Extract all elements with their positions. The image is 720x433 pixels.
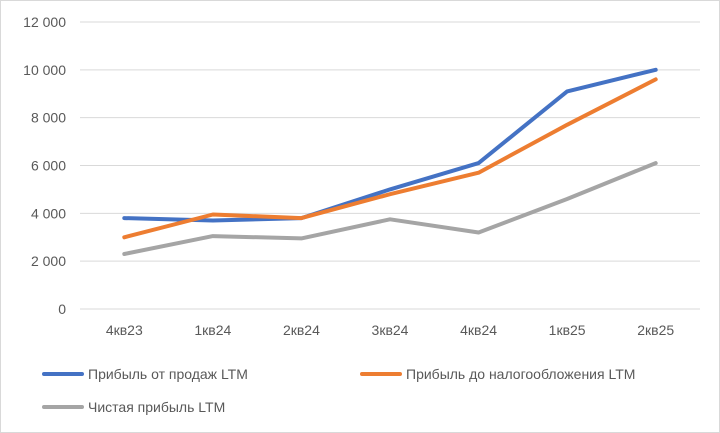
x-tick-label: 1кв25 [549, 322, 586, 338]
y-tick-label: 12 000 [23, 14, 66, 30]
legend-item-2: Прибыль до налогообложения LTM [360, 366, 635, 382]
x-tick-label: 2кв25 [637, 322, 674, 338]
x-tick-label: 2кв24 [283, 322, 320, 338]
legend: Прибыль от продаж LTM Прибыль до налогооб… [42, 366, 635, 415]
series-line-3 [122, 161, 658, 256]
series-line-1 [122, 67, 658, 223]
x-tick-label: 1кв24 [194, 322, 231, 338]
y-tick-label: 2 000 [31, 253, 66, 269]
y-tick-label: 10 000 [23, 62, 66, 78]
y-tick-label: 8 000 [31, 110, 66, 126]
x-tick-label: 3кв24 [372, 322, 409, 338]
legend-label: Прибыль до налогообложения LTM [406, 366, 635, 382]
legend-label: Чистая прибыль LTM [88, 399, 225, 415]
legend-item-3: Чистая прибыль LTM [42, 399, 225, 415]
legend-item-1: Прибыль от продаж LTM [42, 366, 248, 382]
y-tick-label: 4 000 [31, 205, 66, 221]
series-lines [122, 67, 658, 256]
y-axis-ticks: 0 2 000 4 000 6 000 8 000 10 000 12 000 [23, 14, 66, 317]
y-tick-label: 0 [58, 301, 66, 317]
gridlines [80, 21, 700, 310]
legend-label: Прибыль от продаж LTM [88, 366, 248, 382]
y-tick-label: 6 000 [31, 158, 66, 174]
x-tick-label: 4кв23 [106, 322, 143, 338]
x-tick-label: 4кв24 [460, 322, 497, 338]
x-axis-ticks: 4кв23 1кв24 2кв24 3кв24 4кв24 1кв25 2кв25 [106, 322, 675, 338]
